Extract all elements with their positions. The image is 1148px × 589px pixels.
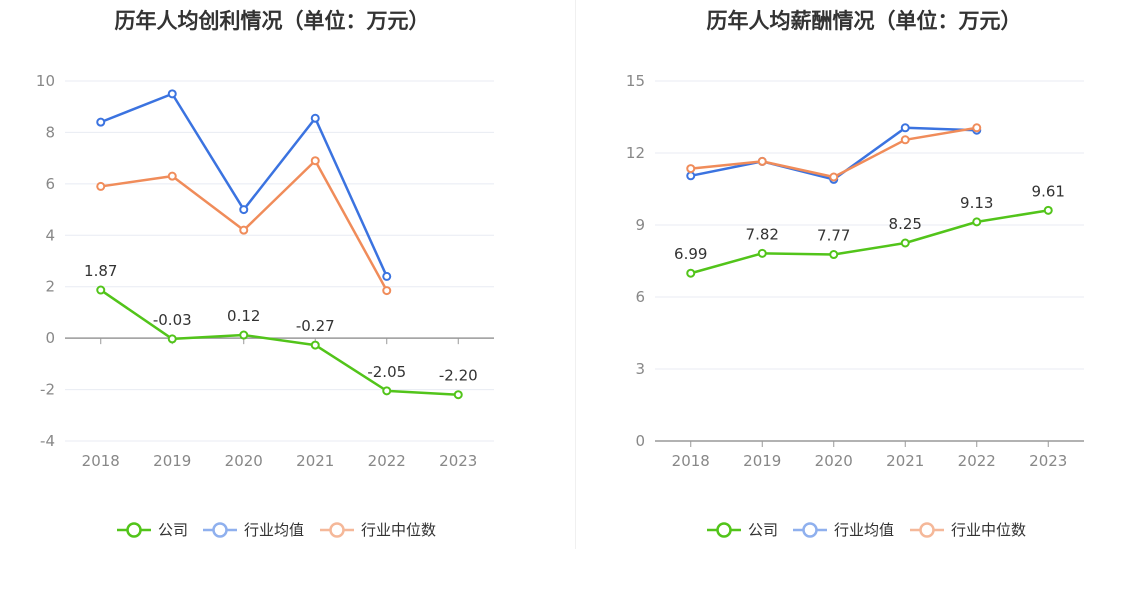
data-point-company — [757, 248, 767, 258]
data-point-company — [239, 330, 249, 340]
data-label: 8.25 — [889, 215, 922, 233]
series-line-industry-average — [100, 92, 388, 277]
y-tick-label: 9 — [635, 216, 645, 234]
x-tick-label: 2022 — [368, 452, 406, 470]
x-tick-label: 2020 — [815, 452, 853, 470]
x-tick-label: 2018 — [82, 452, 120, 470]
data-label: 1.87 — [84, 262, 117, 280]
data-label: 6.99 — [674, 245, 707, 263]
data-point-company — [972, 217, 982, 227]
chart-title: 历年人均薪酬情况（单位：万元） — [707, 9, 1022, 33]
data-point-industry-median — [972, 123, 982, 133]
legend-item-industry-median: 行业中位数 — [910, 521, 1026, 539]
data-point-industry-average — [310, 113, 320, 123]
data-label: -2.20 — [439, 367, 478, 385]
x-tick-label: 2020 — [225, 452, 263, 470]
y-tick-label: 0 — [45, 329, 55, 347]
data-point-industry-median — [239, 225, 249, 235]
legend-item-company: 公司 — [117, 521, 188, 539]
legend-label: 行业中位数 — [361, 521, 436, 539]
y-tick-label: -2 — [40, 381, 55, 399]
data-label: -0.27 — [296, 317, 335, 335]
data-label: 9.61 — [1032, 182, 1065, 200]
data-point-industry-median — [829, 172, 839, 182]
legend-label: 公司 — [158, 521, 188, 539]
data-label: 9.13 — [960, 194, 993, 212]
data-point-industry-median — [167, 171, 177, 181]
chart-title: 历年人均创利情况（单位：万元） — [115, 9, 430, 33]
data-point-industry-median — [900, 135, 910, 145]
legend-label: 行业均值 — [834, 521, 894, 539]
y-tick-label: 4 — [45, 226, 55, 244]
y-tick-label: -4 — [40, 432, 55, 450]
x-tick-label: 2019 — [153, 452, 191, 470]
data-point-company — [382, 386, 392, 396]
y-tick-label: 8 — [45, 123, 55, 141]
data-label: -2.05 — [367, 363, 406, 381]
x-tick-label: 2023 — [439, 452, 477, 470]
x-tick-label: 2018 — [672, 452, 710, 470]
y-tick-label: 3 — [635, 360, 645, 378]
y-tick-label: 10 — [36, 72, 55, 90]
data-point-industry-median — [686, 164, 696, 174]
x-tick-label: 2023 — [1029, 452, 1067, 470]
x-tick-label: 2019 — [743, 452, 781, 470]
chart-per-capita-salary: 历年人均薪酬情况（单位：万元） 0 3 6 9 12 15 2018 2019 2020 2021 2… — [626, 9, 1084, 539]
data-label: -0.03 — [153, 311, 192, 329]
legend-item-industry-median: 行业中位数 — [320, 521, 436, 539]
data-point-company — [453, 390, 463, 400]
data-label: 0.12 — [227, 307, 260, 325]
legend-marker-company — [716, 522, 732, 538]
legend-marker-industry-median — [329, 522, 345, 538]
data-point-industry-median — [382, 286, 392, 296]
data-point-industry-average — [382, 271, 392, 281]
data-point-industry-average — [900, 123, 910, 133]
data-point-industry-median — [310, 156, 320, 166]
chart-per-capita-profit: 历年人均创利情况（单位：万元） -4 -2 0 2 4 6 8 10 2018 2019 2020 20… — [36, 9, 494, 539]
series-line-industry-median — [690, 126, 977, 179]
data-point-company — [167, 334, 177, 344]
data-point-company — [686, 268, 696, 278]
y-tick-label: 2 — [45, 278, 55, 296]
data-point-industry-average — [239, 205, 249, 215]
data-point-company — [96, 285, 106, 295]
legend-label: 公司 — [748, 521, 778, 539]
legend-label: 行业中位数 — [951, 521, 1026, 539]
y-tick-label: 12 — [626, 144, 645, 162]
y-tick-label: 6 — [635, 288, 645, 306]
series-line-company — [690, 209, 1049, 275]
x-tick-label: 2021 — [886, 452, 924, 470]
legend-label: 行业均值 — [244, 521, 304, 539]
data-point-company — [900, 238, 910, 248]
data-point-industry-average — [167, 89, 177, 99]
x-tick-label: 2021 — [296, 452, 334, 470]
x-tick-label: 2022 — [958, 452, 996, 470]
legend-marker-industry-average — [802, 522, 818, 538]
data-label: 7.82 — [746, 225, 779, 243]
legend-marker-industry-average — [212, 522, 228, 538]
data-label: 7.77 — [817, 227, 850, 245]
data-point-company — [1043, 205, 1053, 215]
data-point-industry-median — [96, 181, 106, 191]
data-point-industry-average — [686, 171, 696, 181]
data-point-company — [829, 250, 839, 260]
data-point-company — [310, 340, 320, 350]
chart-divider — [575, 0, 576, 549]
legend-item-company: 公司 — [707, 521, 778, 539]
y-tick-label: 15 — [626, 72, 645, 90]
y-tick-label: 0 — [635, 432, 645, 450]
legend-marker-company — [126, 522, 142, 538]
y-tick-label: 6 — [45, 175, 55, 193]
legend-item-industry-average: 行业均值 — [793, 521, 894, 539]
data-point-industry-average — [96, 117, 106, 127]
data-point-industry-median — [757, 156, 767, 166]
legend-item-industry-average: 行业均值 — [203, 521, 304, 539]
series-line-company — [100, 289, 459, 396]
legend-marker-industry-median — [919, 522, 935, 538]
